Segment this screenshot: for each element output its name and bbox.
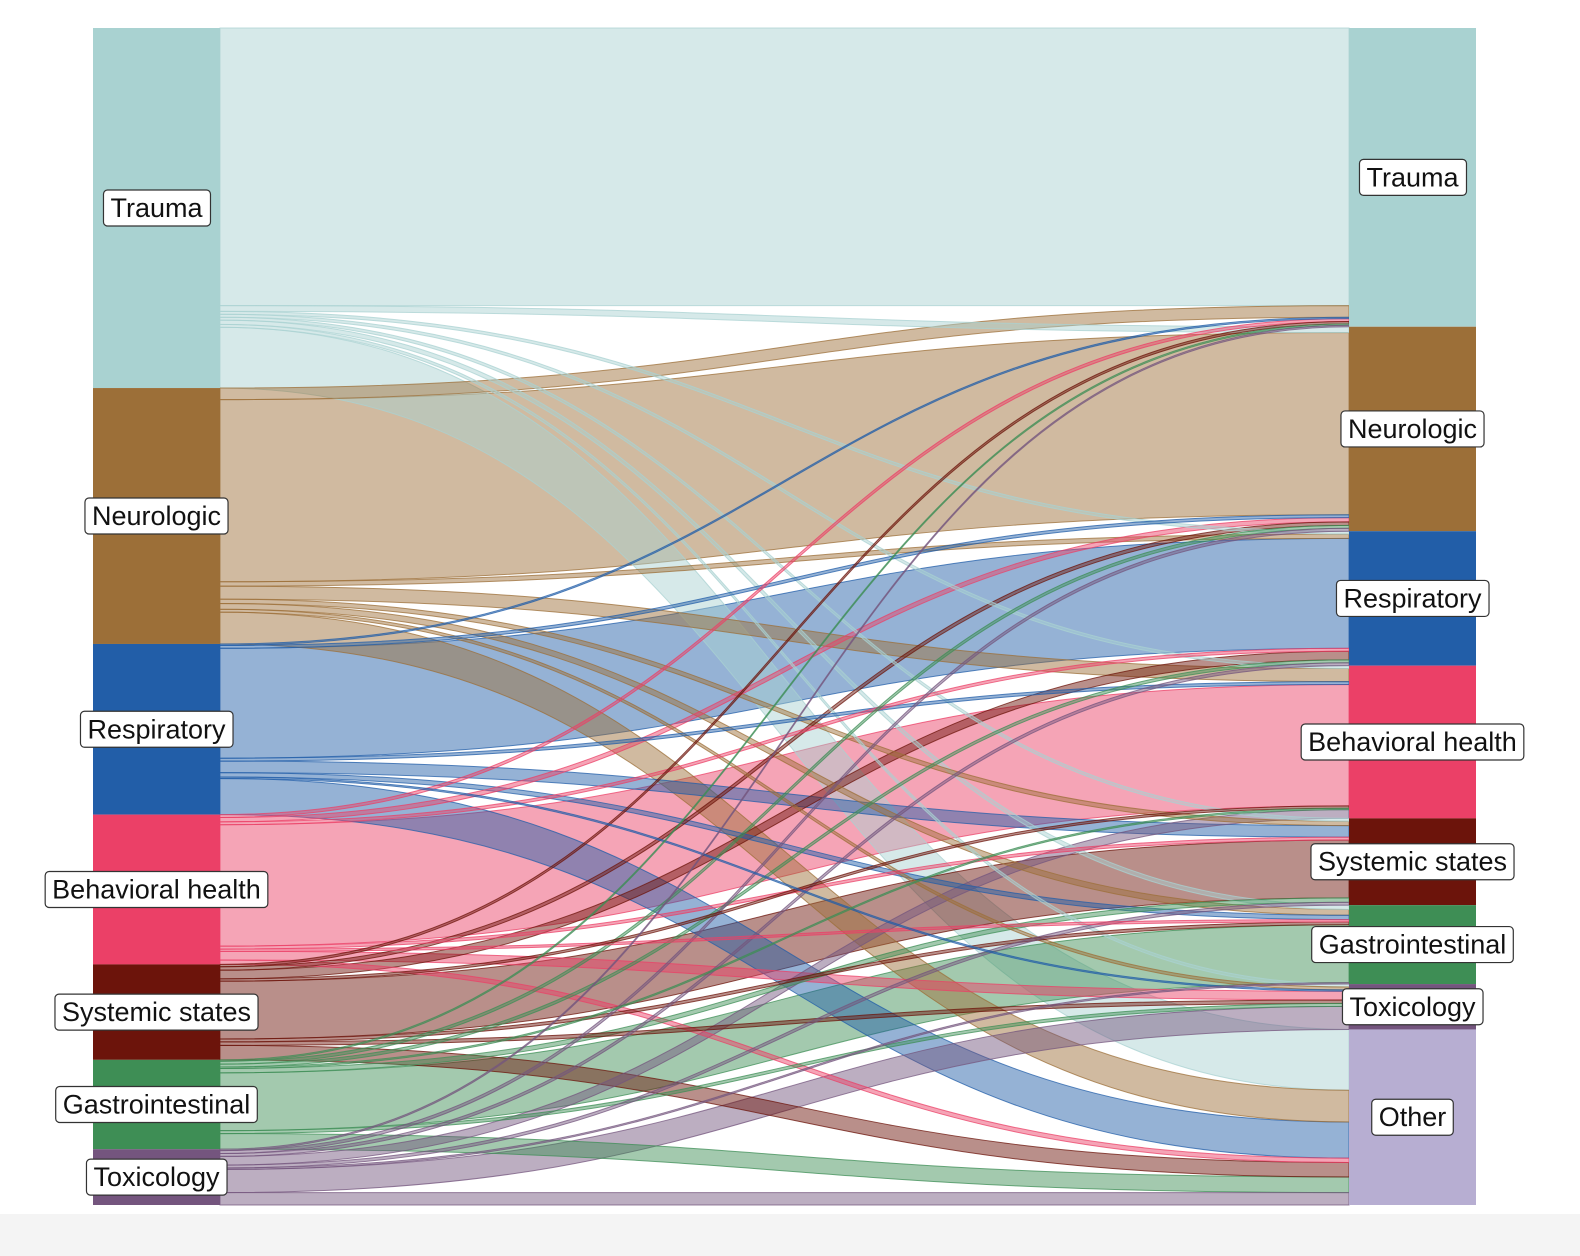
left-node-label-bh: Behavioral health (52, 874, 261, 904)
left-node-label-trauma: Trauma (110, 193, 203, 223)
left-node-label-resp: Respiratory (87, 714, 226, 744)
right-node-label-resp-box (1335, 579, 1490, 618)
right-node-label-other: Other (1379, 1102, 1447, 1132)
right-node-label-resp: Respiratory (1343, 583, 1482, 613)
node-label-layer: Trauma Neurologic Respiratory Behavioral he… (44, 158, 1525, 1196)
left-node-label-sys-group: Systemic states (54, 993, 259, 1031)
left-node-label-trauma-group: Trauma (102, 189, 212, 227)
right-node-label-gi: Gastrointestinal (1319, 930, 1507, 960)
left-node-label-resp-box (79, 710, 234, 748)
right-node-label-trauma-box (1358, 158, 1468, 196)
right-node-label-bh-group: Behavioral health (1300, 723, 1525, 761)
right-node-label-trauma-group: Trauma (1358, 158, 1468, 196)
flow-layer (219, 27, 1350, 1206)
right-node-label-other-group: Other (1371, 1098, 1454, 1136)
left-node-label-bh-group: Behavioral health (44, 870, 269, 909)
flow-tox-to-other (219, 1192, 1350, 1206)
right-node-label-resp-group: Respiratory (1335, 579, 1490, 618)
right-node-label-neuro: Neurologic (1348, 414, 1477, 444)
left-node-label-tox-box (85, 1158, 228, 1196)
left-node-label-neuro: Neurologic (92, 501, 221, 531)
left-node-label-gi-box (55, 1085, 258, 1124)
left-node-label-neuro-group: Neurologic (84, 497, 229, 535)
left-node-label-sys-box (54, 993, 259, 1031)
right-node-label-bh-box (1300, 723, 1525, 761)
right-node-label-gi-box (1311, 925, 1514, 964)
right-node-label-sys-group: Systemic states (1310, 843, 1515, 881)
left-node-label-gi-group: Gastrointestinal (55, 1085, 258, 1124)
right-node-label-neuro-group: Neurologic (1340, 410, 1485, 448)
left-node-label-tox: Toxicology (93, 1162, 220, 1192)
right-node-label-trauma: Trauma (1366, 162, 1459, 192)
left-node-label-sys: Systemic states (62, 997, 251, 1027)
right-node-label-sys-box (1310, 843, 1515, 881)
flow-trauma-to-trauma (219, 27, 1350, 307)
right-node-label-tox: Toxicology (1349, 992, 1476, 1022)
left-node-label-bh-box (44, 870, 269, 909)
right-node-label-other-box (1371, 1098, 1454, 1136)
left-node-label-resp-group: Respiratory (79, 710, 234, 748)
right-node-label-neuro-box (1340, 410, 1485, 448)
right-node-label-sys: Systemic states (1318, 847, 1507, 877)
left-node-label-tox-group: Toxicology (85, 1158, 228, 1196)
right-node-label-gi-group: Gastrointestinal (1311, 925, 1514, 964)
right-node-label-tox-box (1341, 988, 1484, 1026)
left-node-label-neuro-box (84, 497, 229, 535)
left-node-label-trauma-box (102, 189, 212, 227)
left-node-label-gi: Gastrointestinal (63, 1090, 251, 1120)
bottom-strip (0, 1214, 1580, 1256)
right-node-label-tox-group: Toxicology (1341, 988, 1484, 1026)
right-node-label-bh: Behavioral health (1308, 727, 1517, 757)
